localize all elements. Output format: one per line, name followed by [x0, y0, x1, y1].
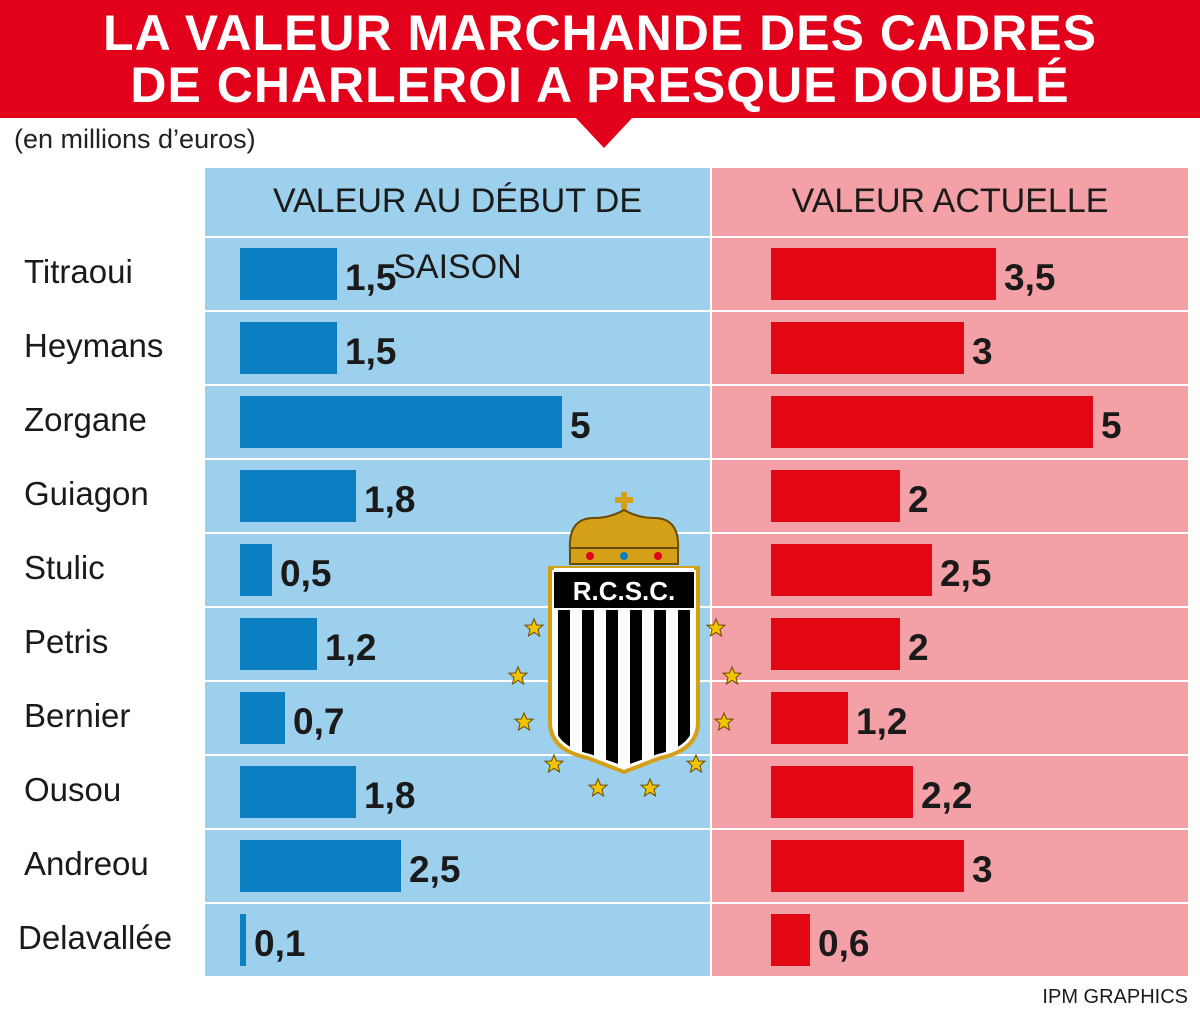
row-separator	[712, 384, 1188, 386]
row-separator	[205, 236, 710, 238]
unit-note: (en millions d’euros)	[14, 124, 256, 154]
row-separator	[205, 680, 710, 682]
source-credit: IPM GRAPHICS	[1042, 986, 1188, 1008]
row-separator	[205, 976, 710, 978]
data-label: 3	[972, 331, 993, 372]
bar	[240, 692, 285, 744]
row-separator	[712, 976, 1188, 978]
row-separator	[205, 902, 710, 904]
data-label: 2,5	[940, 553, 992, 594]
row-separator	[712, 458, 1188, 460]
data-label: 3	[972, 849, 993, 890]
category-label: Ousou	[24, 771, 122, 808]
rcsc-club-logo: R.C.S.C.	[507, 492, 743, 798]
data-label: 1,8	[364, 775, 416, 816]
bar	[240, 544, 272, 596]
row-separator	[712, 754, 1188, 756]
category-label: Titraoui	[24, 253, 133, 290]
star-icon	[639, 777, 661, 798]
data-label: 5	[570, 405, 591, 446]
data-label: 1,8	[364, 479, 416, 520]
data-label: 0,6	[818, 923, 870, 964]
category-label: Petris	[24, 623, 109, 660]
bar	[771, 692, 848, 744]
data-label: 2,5	[409, 849, 461, 890]
row-separator	[712, 236, 1188, 238]
data-label: 5	[1101, 405, 1122, 446]
row-separator	[712, 902, 1188, 904]
bar	[240, 470, 356, 522]
category-label: Delavallée	[18, 919, 173, 956]
title-banner: LA VALEUR MARCHANDE DES CADRES DE CHARLE…	[0, 0, 1200, 118]
star-icon	[523, 617, 545, 638]
star-icon	[705, 617, 727, 638]
row-separator	[205, 310, 710, 312]
star-icon	[507, 665, 529, 686]
row-separator	[205, 606, 710, 608]
star-icon	[587, 777, 609, 798]
bar	[771, 840, 964, 892]
data-label: 2	[908, 627, 929, 668]
chart-title-line-1: LA VALEUR MARCHANDE DES CADRES	[103, 5, 1097, 61]
chart-title-line-2: DE CHARLEROI A PRESQUE DOUBLÉ	[130, 57, 1070, 113]
logo-text: R.C.S.C.	[573, 576, 676, 606]
star-icon	[543, 753, 565, 774]
bar	[771, 322, 964, 374]
data-label: 0,5	[280, 553, 332, 594]
data-label: 0,7	[293, 701, 345, 742]
row-separator	[205, 384, 710, 386]
bar	[771, 248, 996, 300]
banner-pointer	[574, 116, 634, 148]
category-label: Heymans	[24, 327, 164, 364]
row-separator	[205, 754, 710, 756]
bar	[771, 766, 913, 818]
category-label: Stulic	[24, 549, 105, 586]
row-separator	[712, 828, 1188, 830]
star-icon	[721, 665, 743, 686]
data-label: 0,1	[254, 923, 306, 964]
series-header-current: VALEUR ACTUELLE	[791, 182, 1109, 220]
crown-icon	[568, 492, 680, 565]
data-label: 1,5	[345, 257, 397, 298]
data-label: 3,5	[1004, 257, 1056, 298]
series-header-start: VALEUR AU DÉBUT DE SAISON	[272, 182, 643, 286]
category-label: Bernier	[24, 697, 131, 734]
category-label: Zorgane	[24, 401, 147, 438]
bar	[240, 840, 401, 892]
row-separator	[712, 310, 1188, 312]
data-label: 2,2	[921, 775, 973, 816]
star-icon	[713, 711, 735, 732]
bar	[771, 396, 1093, 448]
data-label: 1,5	[345, 331, 397, 372]
category-label: Guiagon	[24, 475, 149, 512]
bar	[771, 618, 900, 670]
bar	[240, 396, 562, 448]
row-separator	[712, 532, 1188, 534]
bar	[240, 322, 337, 374]
data-label: 1,2	[325, 627, 377, 668]
row-separator	[205, 828, 710, 830]
row-separator	[205, 532, 710, 534]
category-label: Andreou	[24, 845, 149, 882]
bar	[240, 914, 246, 966]
star-icon	[685, 753, 707, 774]
row-separator	[205, 458, 710, 460]
bar	[771, 914, 810, 966]
row-separator	[712, 606, 1188, 608]
bar	[240, 766, 356, 818]
bar	[771, 544, 932, 596]
data-label: 2	[908, 479, 929, 520]
row-separator	[712, 680, 1188, 682]
star-icon	[513, 711, 535, 732]
bar	[240, 618, 317, 670]
bar	[771, 470, 900, 522]
bar	[240, 248, 337, 300]
data-label: 1,2	[856, 701, 908, 742]
